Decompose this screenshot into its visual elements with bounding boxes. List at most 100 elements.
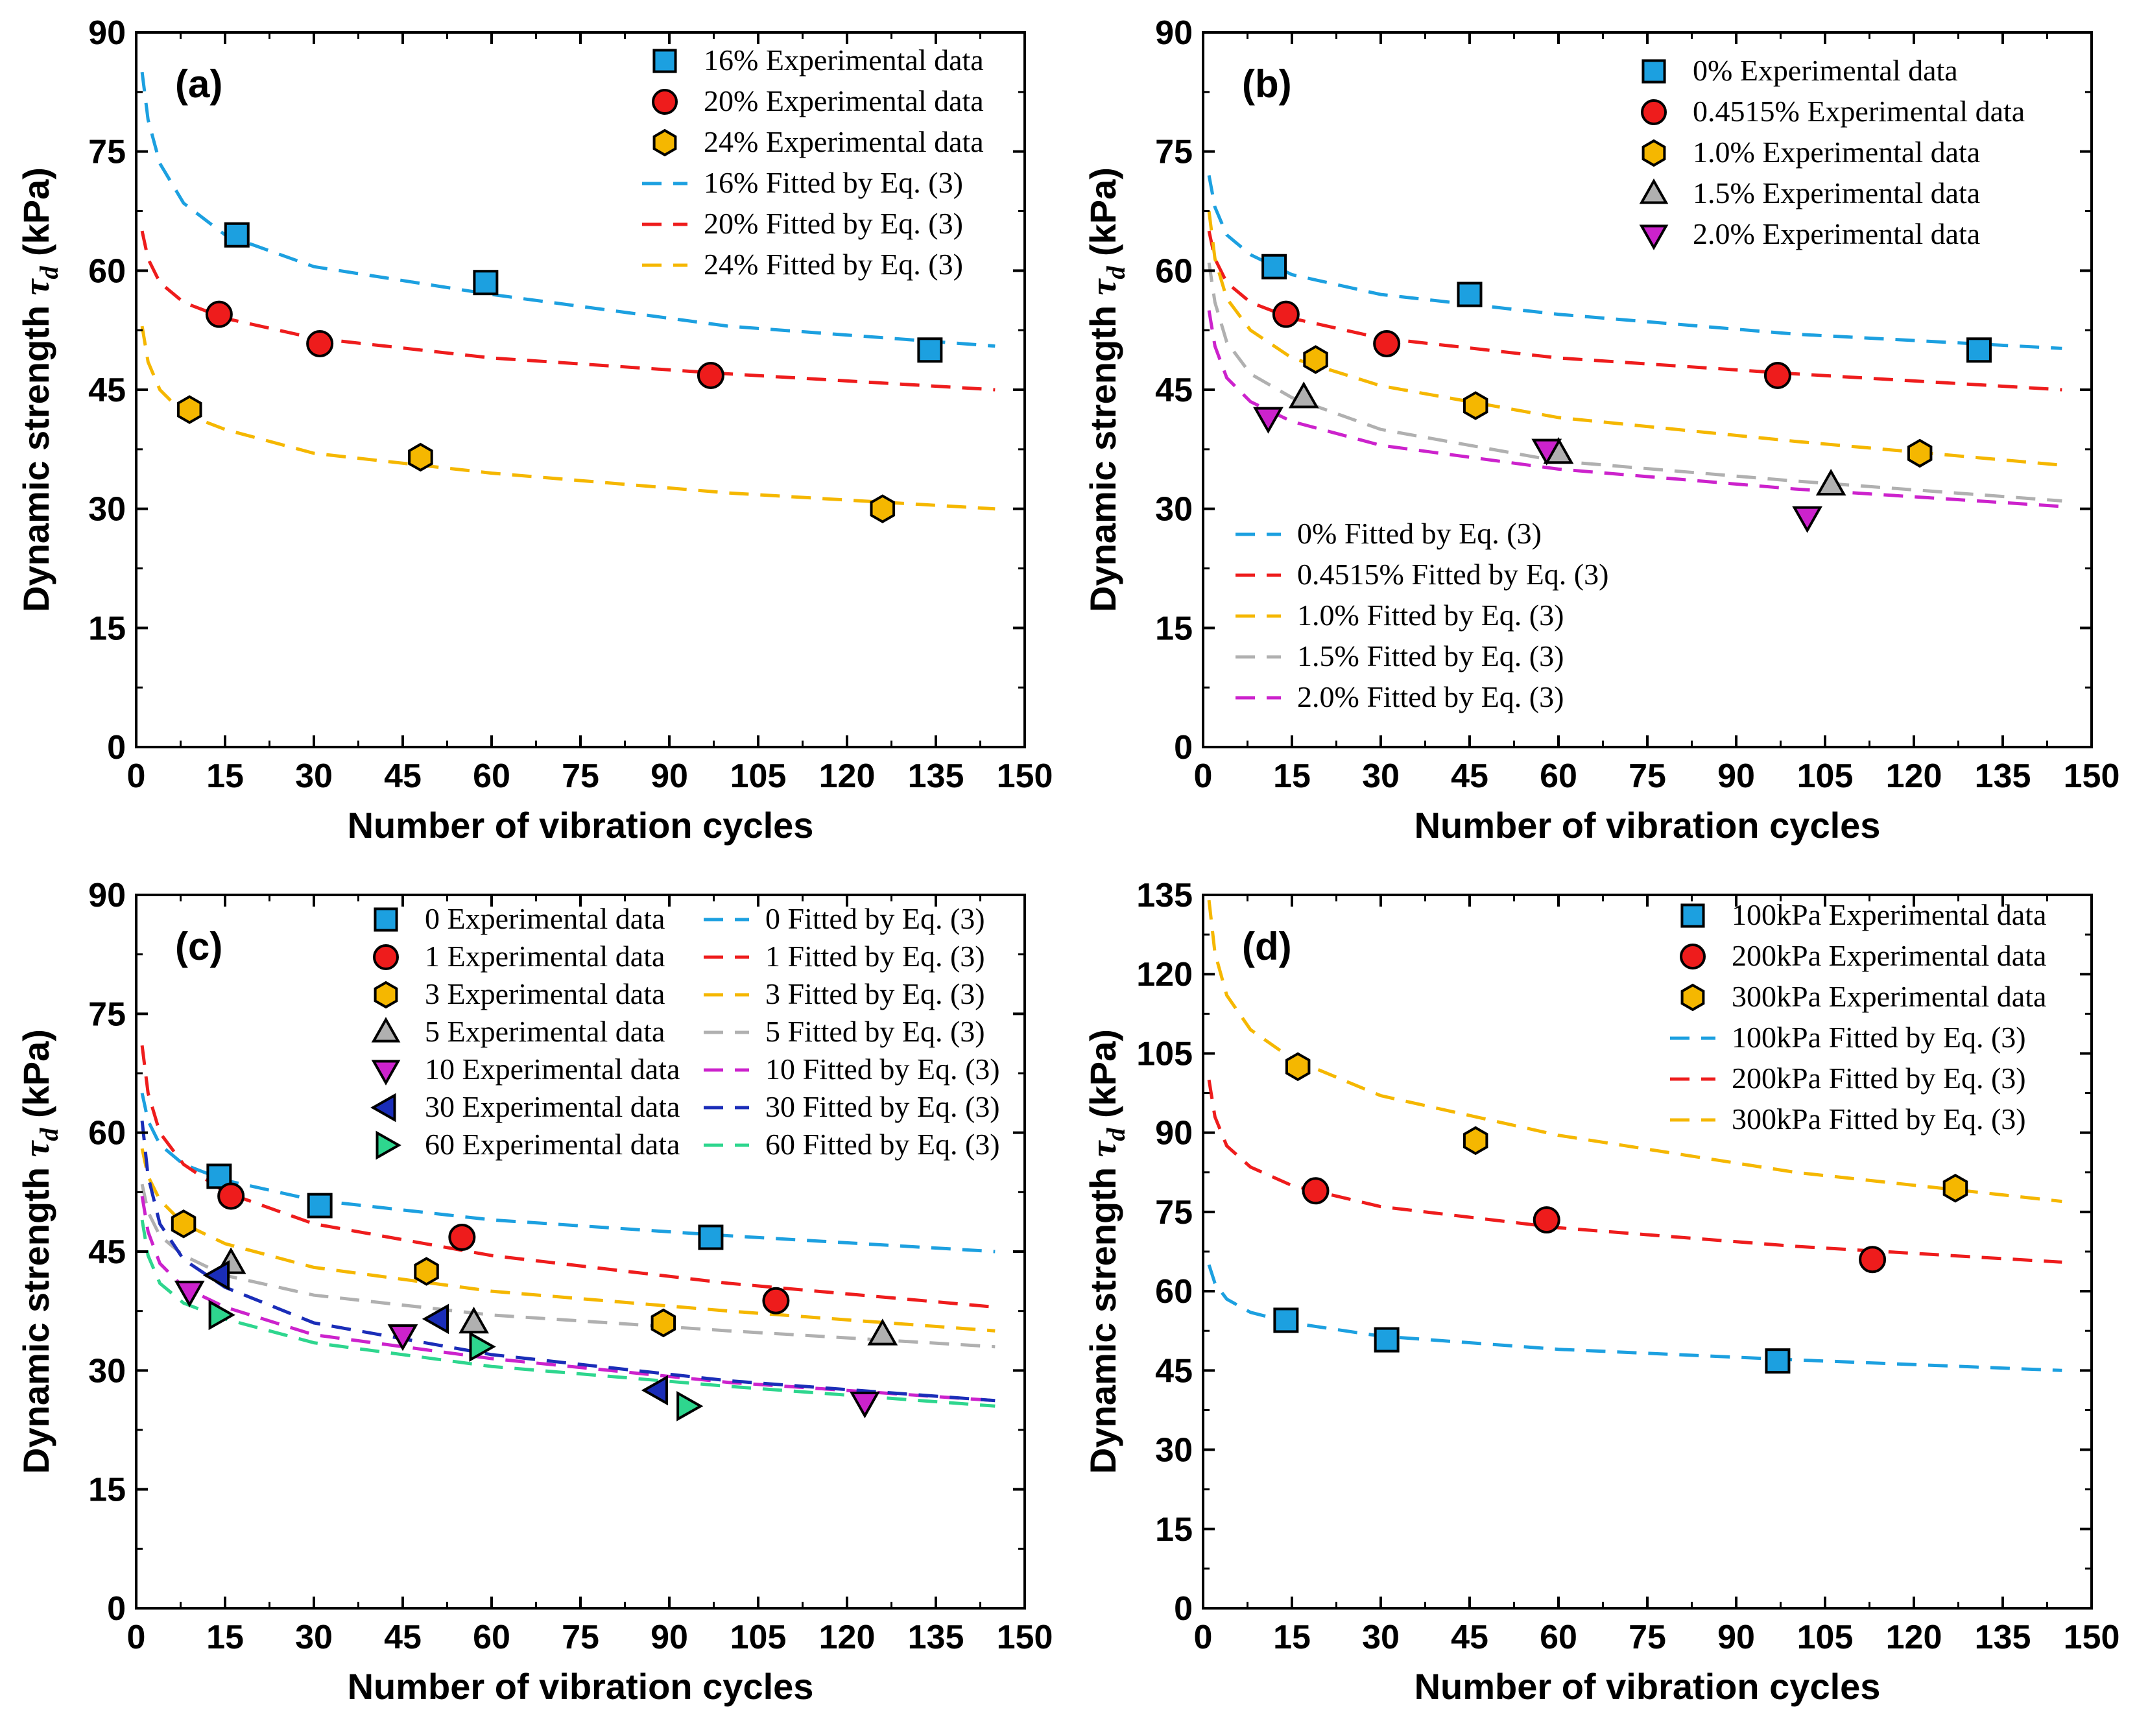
x-tick-label: 45 (1451, 757, 1488, 795)
y-axis-title-unit: (kPa) (16, 1029, 56, 1128)
y-axis-title-main: Dynamic strength (1082, 1157, 1123, 1474)
data-point-s1-1 (448, 1224, 476, 1251)
legend-marker-1 (1641, 99, 1667, 125)
x-tick-label: 60 (473, 1619, 510, 1656)
legend-label: 0% Experimental data (1693, 54, 1958, 87)
y-tick-label: 60 (1155, 1273, 1193, 1311)
legend-label: 0 Experimental data (425, 902, 665, 935)
data-point-s2-2 (1907, 438, 1933, 468)
y-tick-label: 90 (88, 877, 126, 914)
x-tick-label: 135 (1975, 757, 2031, 795)
y-tick-label: 15 (1155, 1511, 1193, 1549)
legend-label: 1 Experimental data (425, 940, 665, 973)
data-point-s0-0 (1261, 254, 1287, 279)
y-axis-title-main: Dynamic strength (16, 295, 56, 612)
experimental-points (171, 1163, 898, 1421)
legend-label: 1.0% Experimental data (1693, 136, 1980, 169)
legend-marker-4 (1639, 224, 1669, 250)
data-point-s0-1 (1457, 281, 1483, 307)
data-point-s0-2 (698, 1224, 724, 1250)
y-tick-label: 45 (1155, 1352, 1193, 1390)
x-axis-title: Number of vibration cycles (1415, 805, 1881, 846)
legend-label: 16% Experimental data (704, 43, 984, 77)
experimental-points (1253, 254, 1992, 533)
x-axis: 0 15 30 45 60 75 90 105 120 135 150 (127, 32, 1053, 795)
fit-line-1 (1207, 1079, 2062, 1264)
data-point-s1-2 (1763, 361, 1791, 389)
panel-a: 0 15 30 45 60 75 90 105 120 135 150 0 15 30 45 60 75 90 Nu… (16, 14, 1053, 846)
y-tick-label: 105 (1136, 1035, 1193, 1073)
legend-marker-0 (652, 49, 677, 73)
legend-label: 1.0% Fitted by Eq. (3) (1297, 599, 1564, 632)
data-point-s6-0 (208, 1300, 235, 1331)
data-point-s1-0 (217, 1182, 245, 1210)
y-tick-label: 0 (1174, 729, 1193, 767)
legend-label: 20% Experimental data (704, 84, 984, 117)
y-tick-label: 0 (1174, 1590, 1193, 1628)
data-point-s1-0 (1272, 300, 1300, 328)
x-tick-label: 0 (1194, 757, 1213, 795)
y-tick-label: 15 (88, 610, 126, 647)
legend-label: 0% Fitted by Eq. (3) (1297, 517, 1542, 550)
y-axis-title: Dynamic strength τd (kPa) (16, 1029, 64, 1474)
legend-label: 3 Fitted by Eq. (3) (765, 977, 985, 1010)
x-tick-label: 45 (1451, 1619, 1488, 1656)
legend: 0 Experimental data 1 Experimental data 3 … (370, 902, 1000, 1161)
legend-label: 1.5% Fitted by Eq. (3) (1297, 639, 1564, 672)
x-tick-label: 30 (1362, 1619, 1400, 1656)
panel-label: (c) (175, 925, 222, 968)
legend-marker-1 (1680, 944, 1706, 969)
legend-label: 2.0% Experimental data (1693, 217, 1980, 250)
legend-label: 200kPa Fitted by Eq. (3) (1732, 1062, 2026, 1095)
legend: 100kPa Experimental data 200kPa Experimen… (1670, 898, 2046, 1136)
y-tick-label: 45 (1155, 372, 1193, 409)
legend-label: 300kPa Experimental data (1732, 980, 2046, 1013)
x-tick-label: 30 (295, 1619, 333, 1656)
data-point-s3-2 (867, 1318, 898, 1346)
legend: 0% Experimental data 0.4515% Experimental… (1236, 54, 2025, 713)
data-point-s5-2 (641, 1375, 668, 1406)
x-tick-label: 150 (997, 1619, 1053, 1656)
legend-marker-2 (1680, 983, 1705, 1012)
y-tick-label: 30 (1155, 491, 1193, 529)
legend-label: 2.0% Fitted by Eq. (3) (1297, 680, 1564, 713)
x-tick-label: 90 (1717, 757, 1755, 795)
y-axis-title: Dynamic strength τd (kPa) (1082, 1029, 1130, 1474)
data-point-s1-0 (1302, 1177, 1330, 1205)
x-tick-label: 90 (651, 757, 688, 795)
legend-label: 1.5% Experimental data (1693, 176, 1980, 209)
legend-label: 5 Fitted by Eq. (3) (765, 1015, 985, 1048)
y-tick-label: 15 (88, 1471, 126, 1509)
data-point-s2-0 (1303, 345, 1328, 374)
y-tick-label: 90 (88, 14, 126, 52)
y-axis-title-symbol: τ (1084, 1139, 1124, 1157)
fit-line-0 (1207, 1264, 2062, 1372)
data-point-s0-2 (1966, 337, 1992, 363)
data-point-s3-2 (1815, 468, 1846, 496)
data-point-s2-1 (1462, 1126, 1488, 1156)
legend-marker-3 (1639, 178, 1669, 204)
data-point-s0-1 (307, 1193, 333, 1219)
panel-label: (d) (1242, 925, 1292, 968)
y-axis-title-main: Dynamic strength (16, 1157, 56, 1474)
legend-marker-3 (371, 1017, 401, 1043)
legend-marker-1 (373, 944, 399, 970)
data-point-s2-2 (651, 1308, 676, 1338)
y-tick-label: 120 (1136, 956, 1193, 993)
data-point-s4-0 (1253, 407, 1283, 434)
x-tick-label: 120 (1886, 1619, 1942, 1656)
x-tick-label: 105 (730, 757, 787, 795)
data-point-s5-0 (202, 1260, 230, 1291)
fit-line-2 (140, 326, 996, 511)
data-point-s4-1 (387, 1324, 418, 1351)
y-axis-title-symbol: τ (17, 1139, 57, 1157)
data-point-s2-1 (408, 442, 433, 472)
legend-marker-0 (1680, 903, 1705, 928)
y-axis-title-main: Dynamic strength (1082, 295, 1123, 612)
y-axis: 0 15 30 45 60 75 90 105 120 135 (1136, 877, 2092, 1628)
y-axis-title: Dynamic strength τd (kPa) (1082, 167, 1130, 612)
y-axis-title-unit: (kPa) (16, 167, 56, 267)
y-axis-title-unit: (kPa) (1082, 167, 1123, 267)
x-tick-label: 75 (1629, 1619, 1666, 1656)
